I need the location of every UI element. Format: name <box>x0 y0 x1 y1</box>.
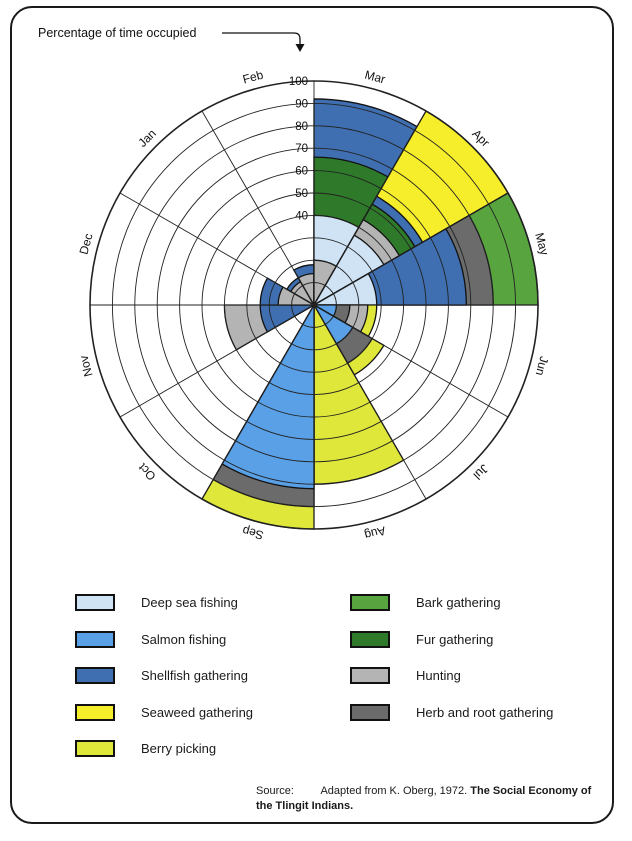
legend-label: Shellfish gathering <box>141 668 248 683</box>
source-text: Adapted from K. Oberg, 1972. <box>320 785 468 797</box>
legend-swatch <box>75 594 115 611</box>
legend-swatch <box>75 667 115 684</box>
legend-swatch <box>350 594 390 611</box>
wedge-sep-salmon-fishing <box>221 302 315 490</box>
grid-spoke <box>119 192 315 306</box>
month-label-may: May <box>532 231 551 257</box>
legend-label: Salmon fishing <box>141 631 227 647</box>
chart-title: Percentage of time occupied <box>38 26 196 40</box>
legend-swatch <box>350 703 390 721</box>
grid-spoke <box>119 304 315 418</box>
month-label-jul: Jul <box>471 462 492 483</box>
legend-label: Herb and root gathering <box>416 704 554 720</box>
grid-spoke <box>313 110 427 306</box>
grid-spoke <box>313 192 509 306</box>
source-note: Source: Adapted from K. Oberg, 1972. The… <box>256 784 596 814</box>
legend-swatch <box>350 667 390 684</box>
radial-tick-label: 100 <box>289 76 308 88</box>
legend-label: Fur gathering <box>416 631 494 647</box>
legend-swatch <box>75 740 115 757</box>
radial-tick-label: 90 <box>295 98 308 110</box>
month-label-sep: Sep <box>240 523 265 542</box>
month-label-aug: Aug <box>363 523 387 542</box>
legend-label: Deep sea fishing <box>141 595 238 610</box>
source-prefix: Source: <box>256 785 294 797</box>
grid-spoke <box>313 304 509 418</box>
title-arrow-head <box>295 44 305 52</box>
grid-spoke <box>201 110 315 306</box>
grid-spoke <box>313 304 427 500</box>
legend-swatch <box>75 630 115 648</box>
radial-tick-label: 80 <box>295 121 308 133</box>
grid-layer <box>89 80 539 530</box>
legend-label: Bark gathering <box>416 595 501 610</box>
legend-label: Hunting <box>416 668 461 683</box>
month-label-feb: Feb <box>241 68 265 87</box>
radial-tick-label: 70 <box>295 143 308 155</box>
month-label-nov: Nov <box>77 354 96 378</box>
radial-tick-label: 60 <box>295 166 308 178</box>
source-title: The Social Economy of the Tlingit Indian… <box>256 785 592 812</box>
month-label-mar: Mar <box>363 68 387 87</box>
title-arrow-line <box>222 32 301 46</box>
radial-tick-label: 40 <box>295 210 308 222</box>
legend-label: Berry picking <box>141 741 217 756</box>
month-label-jun: Jun <box>533 355 552 377</box>
grid-spoke <box>201 304 315 500</box>
legend-swatch <box>350 630 390 648</box>
legend-label: Seaweed gathering <box>141 704 254 720</box>
radial-tick-label: 50 <box>295 188 308 200</box>
month-label-dec: Dec <box>77 232 96 256</box>
legend-swatch <box>75 703 115 721</box>
